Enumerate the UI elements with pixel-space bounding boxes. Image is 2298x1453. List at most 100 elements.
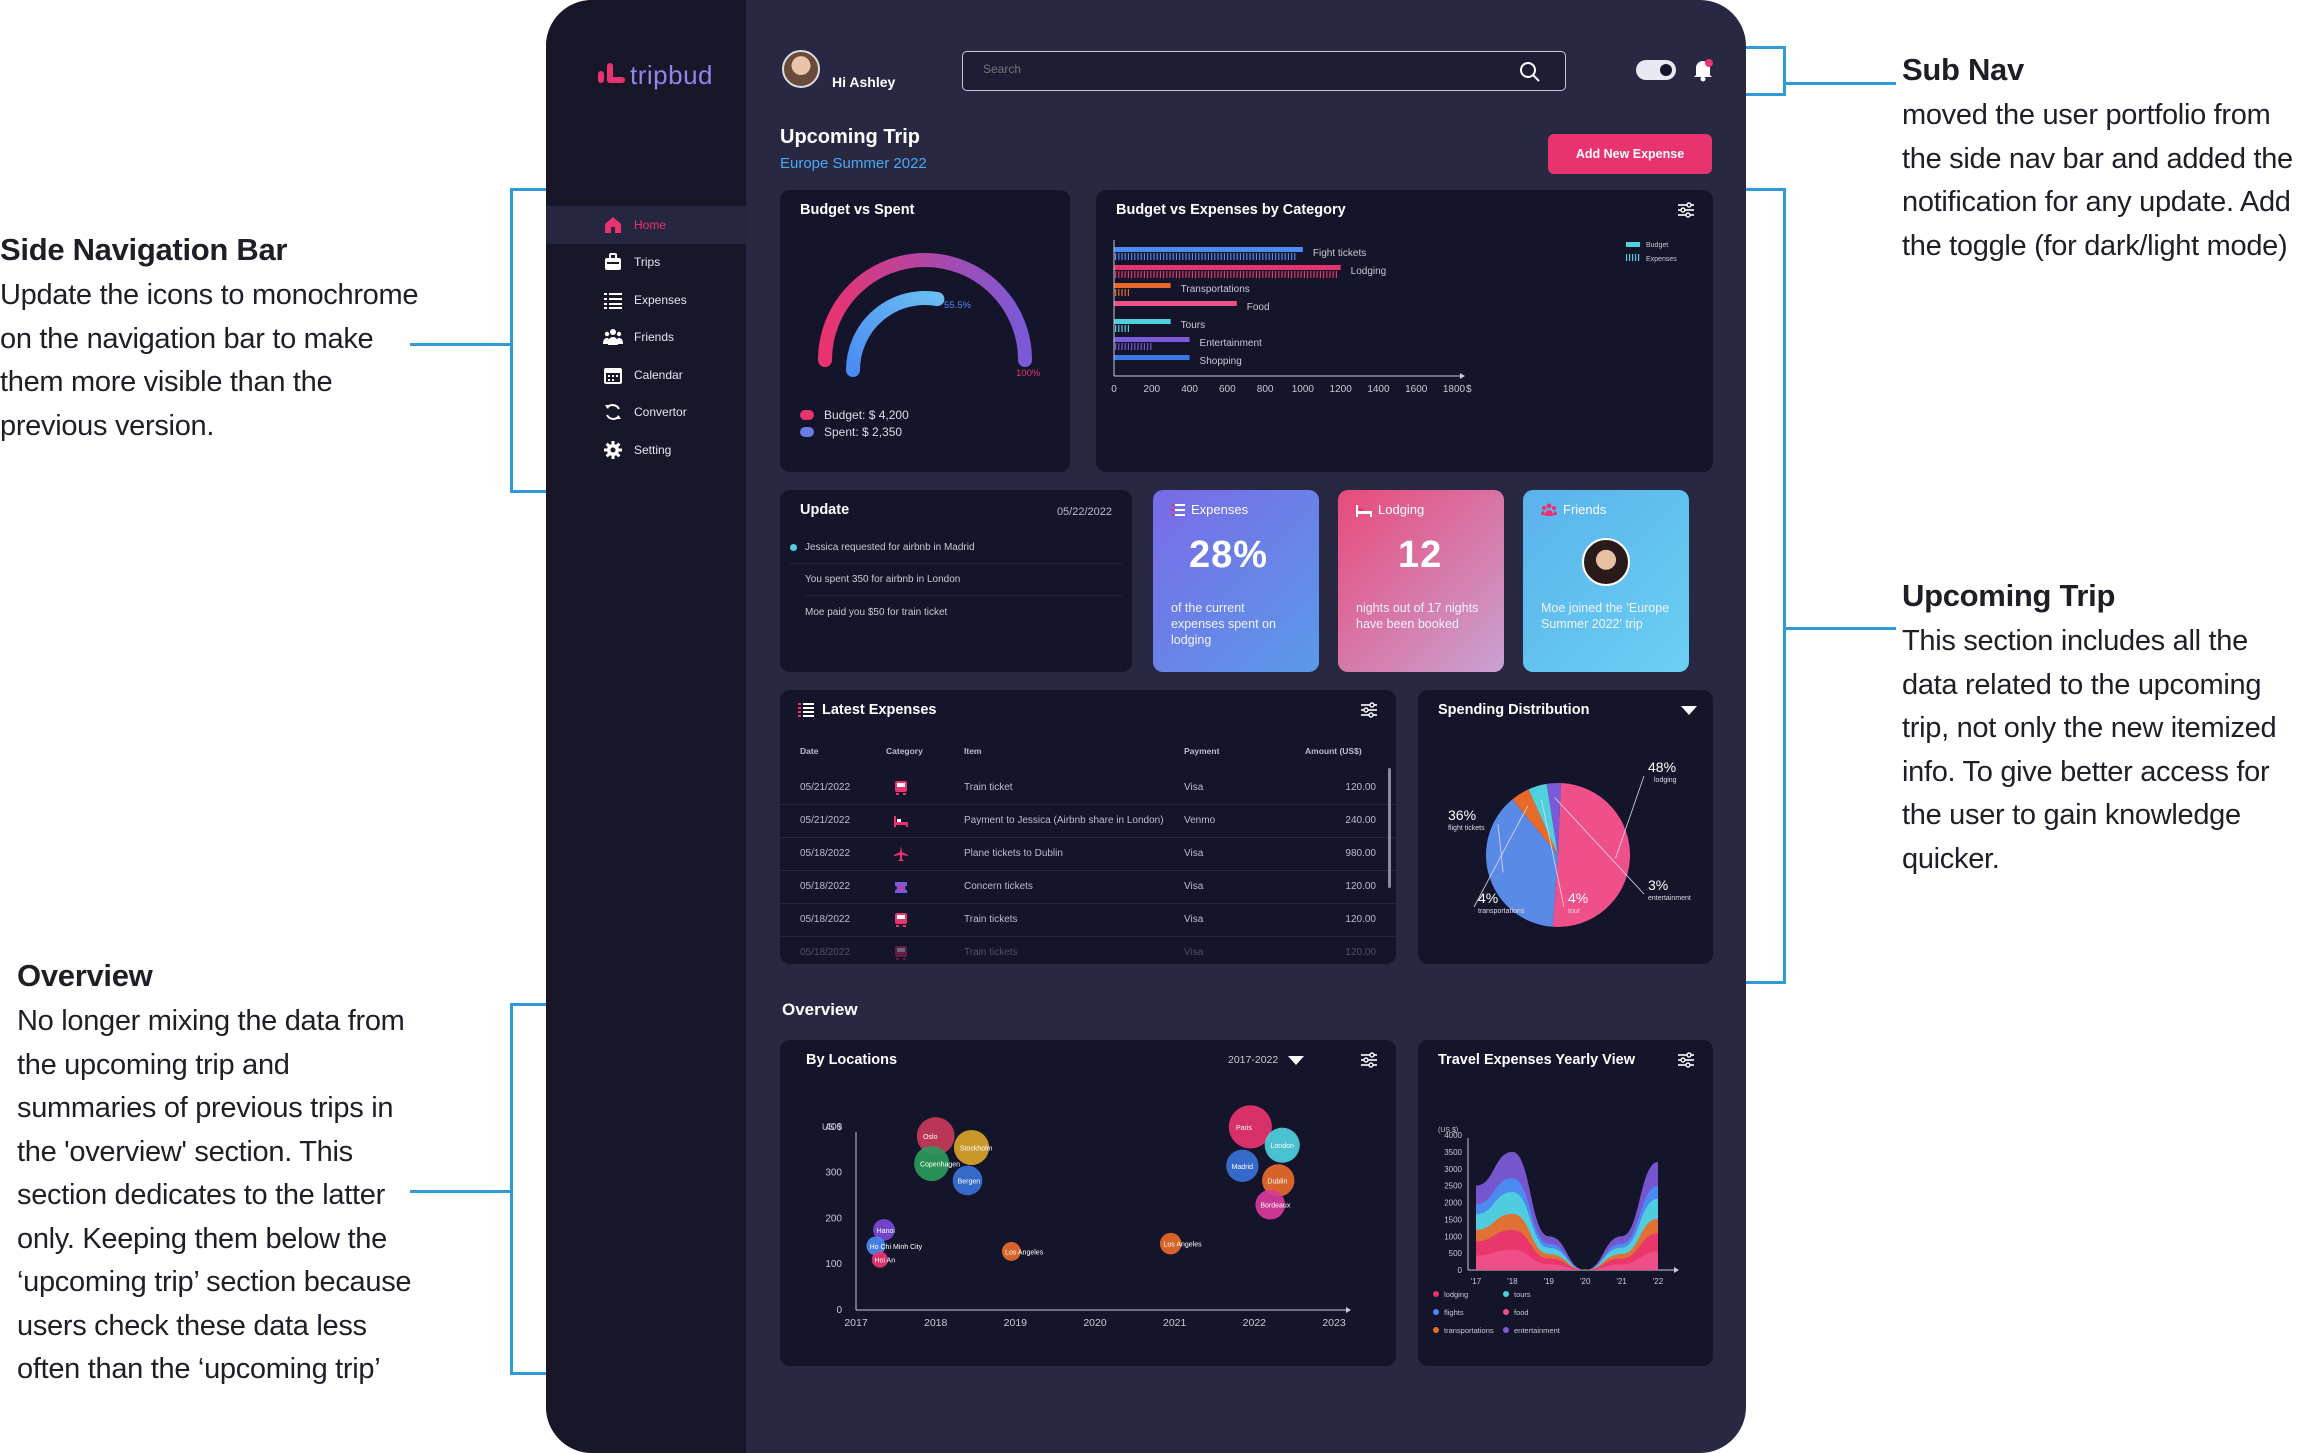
bed-icon <box>894 813 908 829</box>
y-tick-label: 3500 <box>1444 1148 1462 1157</box>
bar-expenses-tick <box>1191 253 1193 260</box>
bar-expenses-tick <box>1188 271 1190 278</box>
column-header-item: Item <box>964 746 982 756</box>
y-tick-label: 200 <box>825 1213 842 1224</box>
table-scrollbar[interactable] <box>1388 768 1391 888</box>
sidebar-item-label: Expenses <box>634 292 687 307</box>
card-title: Update <box>800 502 850 518</box>
annotation-body: No longer mixing the data from the upcom… <box>17 1005 412 1385</box>
filter-icon[interactable] <box>1677 202 1695 218</box>
bell-icon[interactable] <box>1692 58 1714 87</box>
bar-expenses-tick <box>1220 271 1222 278</box>
filter-icon[interactable] <box>1360 702 1378 718</box>
bar-expenses-tick <box>1147 271 1149 278</box>
bar-expenses-tick <box>1307 271 1309 278</box>
bar-expenses-tick <box>1124 271 1126 278</box>
year-range-select[interactable]: 2017-2022 <box>1228 1054 1305 1066</box>
bar-expenses-tick <box>1127 253 1129 260</box>
page-title: Upcoming Trip <box>780 126 920 148</box>
theme-toggle[interactable] <box>1636 60 1676 80</box>
stat-card-lodging[interactable]: Lodging 12 nights out of 17 nights have … <box>1338 490 1504 672</box>
bar-expenses-tick <box>1246 253 1248 260</box>
sidebar-item-home[interactable]: Home <box>546 206 746 244</box>
legend-dot <box>1433 1309 1439 1315</box>
cell-amount: 120.00 <box>1345 881 1376 892</box>
update-item[interactable]: Moe paid you $50 for train ticket <box>805 596 1122 628</box>
legend-dot <box>1503 1309 1509 1315</box>
pie-leader-line <box>1615 775 1645 859</box>
bar-expenses-tick <box>1204 271 1206 278</box>
sidebar-item-expenses[interactable]: Expenses <box>546 281 746 319</box>
stat-desc: nights out of 17 nights have been booked <box>1356 601 1479 631</box>
table-row[interactable]: 05/21/2022 Payment to Jessica (Airbnb sha… <box>780 805 1396 838</box>
bar-expenses-tick <box>1303 271 1305 278</box>
x-axis-arrow <box>1460 373 1465 379</box>
bar-category-label: Food <box>1247 302 1270 313</box>
table-row[interactable]: 05/18/2022 Train tickets Visa 120.00 <box>780 937 1396 970</box>
sidebar: tripbud Home Trips Expenses Friends Cale… <box>546 0 746 1453</box>
bar-expenses-tick <box>1319 271 1321 278</box>
legend-dot <box>800 410 814 420</box>
stat-card-friends[interactable]: Friends Moe joined the 'Europe Summer 20… <box>1523 490 1689 672</box>
sidebar-item-friends[interactable]: Friends <box>546 319 746 357</box>
gauge-chart: 55.5% 100% <box>818 253 1041 379</box>
sidebar-item-trips[interactable]: Trips <box>546 244 746 282</box>
bar-expenses-tick <box>1326 271 1328 278</box>
bar-expenses-tick <box>1291 271 1293 278</box>
bar-expenses-tick <box>1249 253 1251 260</box>
stat-card-expenses[interactable]: Expenses 28% of the current expenses spe… <box>1153 490 1319 672</box>
update-item[interactable]: Jessica requested for airbnb in Madrid <box>790 532 1122 564</box>
table-row[interactable]: 05/18/2022 Plane tickets to Dublin Visa 980… <box>780 838 1396 871</box>
bubble-point <box>1262 1164 1295 1197</box>
legend-dot <box>1433 1327 1439 1333</box>
bar-expenses-tick <box>1156 271 1158 278</box>
x-axis-arrow <box>1346 1307 1351 1313</box>
sidebar-item-calendar[interactable]: Calendar <box>546 356 746 394</box>
legend-label: lodging <box>1444 1290 1468 1299</box>
add-expense-button[interactable]: Add New Expense <box>1548 134 1712 174</box>
sidebar-item-label: Trips <box>634 255 661 270</box>
bar-expenses <box>1115 253 1296 260</box>
bar-expenses-tick <box>1227 253 1229 260</box>
sidebar-item-convertor[interactable]: Convertor <box>546 394 746 432</box>
bar-expenses-tick <box>1143 271 1145 278</box>
pie-slice-label: transportations <box>1478 908 1525 915</box>
chevron-down-icon[interactable] <box>1681 706 1697 715</box>
update-item[interactable]: You spent 350 for airbnb in London <box>805 564 1122 596</box>
table-row[interactable]: 05/21/2022 Train ticket Visa 120.00 <box>780 772 1396 805</box>
filter-icon[interactable] <box>1677 1052 1695 1068</box>
bar-expenses-tick <box>1310 271 1312 278</box>
bar-expenses-tick <box>1134 343 1136 350</box>
bar-expenses-tick <box>1220 253 1222 260</box>
filter-icon[interactable] <box>1360 1052 1378 1068</box>
pie-slice-label: flight tickets <box>1448 825 1485 832</box>
search-bar[interactable] <box>962 51 1566 91</box>
search-icon[interactable] <box>1519 61 1541 88</box>
table-row[interactable]: 05/18/2022 Concern tickets Visa 120.00 <box>780 871 1396 904</box>
bar-expenses-tick <box>1265 253 1267 260</box>
bar-expenses-tick <box>1239 253 1241 260</box>
column-header-date: Date <box>800 746 819 756</box>
home-icon <box>602 214 624 236</box>
bar-expenses-tick <box>1118 289 1120 296</box>
bar-expenses-tick <box>1329 271 1331 278</box>
y-tick-label: 2000 <box>1444 1199 1462 1208</box>
x-tick-label: 2020 <box>1083 1317 1107 1329</box>
y-tick-label: 400 <box>825 1122 842 1133</box>
cell-date: 05/18/2022 <box>800 947 851 958</box>
sidebar-item-setting[interactable]: Setting <box>546 431 746 469</box>
cell-item: Concern tickets <box>964 881 1033 892</box>
avatar[interactable] <box>782 50 820 88</box>
bar-expenses-tick <box>1140 271 1142 278</box>
cell-amount: 120.00 <box>1345 914 1376 925</box>
bar-budget <box>1114 301 1237 306</box>
bar-expenses-tick <box>1179 253 1181 260</box>
legend-label-expenses: Expenses <box>1646 256 1677 263</box>
table-row[interactable]: 05/18/2022 Train tickets Visa 120.00 <box>780 904 1396 937</box>
card-title: Spending Distribution <box>1438 702 1590 718</box>
trip-subtitle: Europe Summer 2022 <box>780 155 927 172</box>
bar-expenses-tick <box>1121 325 1123 332</box>
legend-budget: Budget: $ 4,200 <box>800 408 909 422</box>
bar-expenses-tick <box>1179 271 1181 278</box>
search-input[interactable] <box>983 62 1483 76</box>
